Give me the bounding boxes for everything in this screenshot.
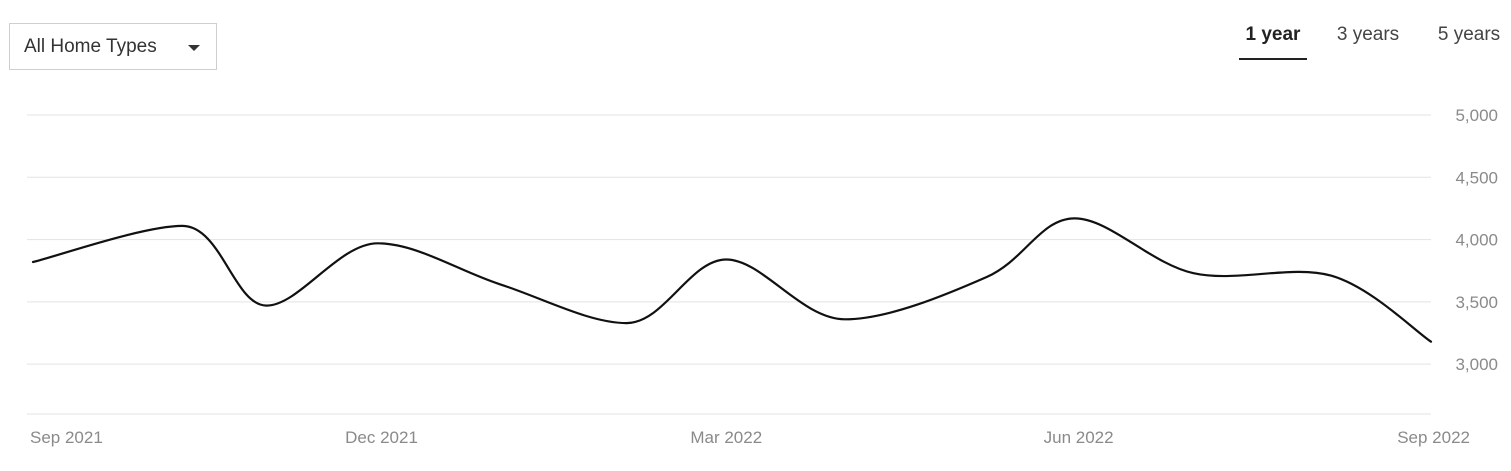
y-tick-label: 4,500 bbox=[1455, 168, 1498, 187]
home-type-dropdown[interactable]: All Home Types bbox=[9, 23, 217, 70]
x-axis-ticks: Sep 2021 Dec 2021 Mar 2022 Jun 2022 Sep 2022 bbox=[30, 428, 1470, 447]
time-range-tabs: 1 year 3 years 5 years bbox=[0, 22, 1511, 62]
y-tick-label: 3,000 bbox=[1455, 355, 1498, 374]
tab-3-years[interactable]: 3 years bbox=[1336, 24, 1400, 45]
series-line bbox=[31, 217, 1433, 343]
y-axis-ticks: 3,000 3,500 4,000 4,500 5,000 bbox=[1455, 106, 1498, 374]
x-tick-label: Dec 2021 bbox=[345, 428, 418, 447]
y-tick-label: 5,000 bbox=[1455, 106, 1498, 125]
home-type-dropdown-label: All Home Types bbox=[24, 35, 157, 57]
x-tick-label: Sep 2022 bbox=[1397, 428, 1470, 447]
x-tick-label: Mar 2022 bbox=[690, 428, 762, 447]
tab-1-year[interactable]: 1 year bbox=[1239, 22, 1307, 60]
x-tick-label: Jun 2022 bbox=[1044, 428, 1114, 447]
y-tick-label: 3,500 bbox=[1455, 293, 1498, 312]
caret-down-icon bbox=[188, 45, 200, 51]
tab-5-years[interactable]: 5 years bbox=[1437, 24, 1501, 45]
x-tick-label: Sep 2021 bbox=[30, 428, 103, 447]
grid-lines bbox=[27, 114, 1431, 415]
series-layer bbox=[31, 217, 1433, 343]
y-tick-label: 4,000 bbox=[1455, 231, 1498, 250]
